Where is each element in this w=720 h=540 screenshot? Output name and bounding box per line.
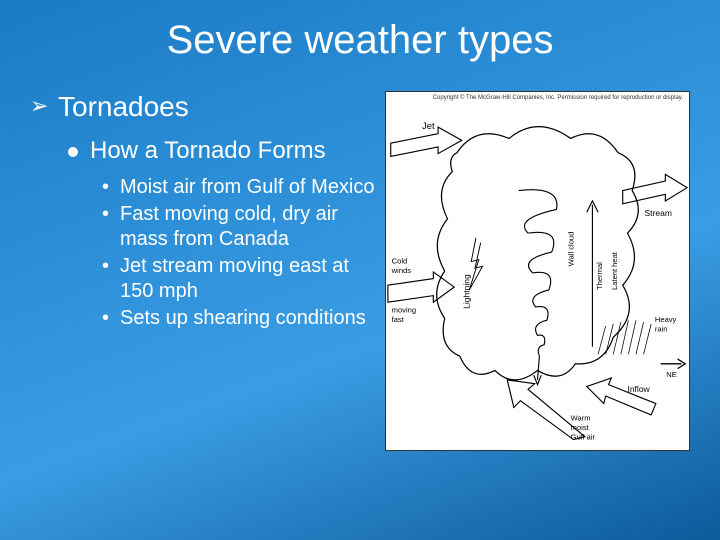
wall-cloud-label: Wall cloud [566, 232, 575, 267]
ne-arrow: NE [661, 359, 686, 379]
diagram-copyright: Copyright © The McGraw-Hill Companies, I… [433, 95, 683, 101]
ne-label: NE [666, 370, 677, 379]
bullet-item: Fast moving cold, dry air mass from Cana… [102, 202, 375, 252]
heavy-rain-label-1: Heavy [655, 315, 677, 324]
tornado-spiral [519, 190, 557, 385]
cold-winds-label-3: moving [392, 306, 416, 315]
thermal-arrow: Thermal [587, 201, 604, 347]
cold-winds-label-1: Cold [392, 256, 408, 265]
text-column: Tornadoes How a Tornado Forms Moist air … [30, 91, 375, 451]
slide-container: Severe weather types Tornadoes How a Tor… [0, 0, 720, 540]
warm-label-2: moist [571, 423, 590, 432]
slide-title: Severe weather types [30, 18, 690, 63]
lightning-label: Lightning [461, 274, 471, 309]
stream-label: Stream [644, 208, 671, 218]
warm-air-arrow: Warm moist Gulf air [507, 380, 595, 442]
inflow-arrow: Inflow [587, 378, 656, 415]
cold-winds-label-2: winds [391, 266, 412, 275]
bullet-item: Jet stream moving east at 150 mph [102, 254, 375, 304]
heading-level-1: Tornadoes [30, 91, 375, 123]
heavy-rain-label-2: rain [655, 325, 668, 334]
inflow-label: Inflow [627, 384, 650, 394]
cold-winds-arrow: Cold winds moving fast [388, 256, 454, 324]
heading-level-2: How a Tornado Forms [68, 137, 375, 165]
lightning-icon [469, 238, 482, 290]
warm-label-3: Gulf air [571, 433, 596, 442]
jet-label: Jet [422, 121, 435, 132]
warm-label-1: Warm [571, 414, 591, 423]
cold-winds-label-4: fast [392, 315, 405, 324]
jet-arrow: Jet [391, 121, 462, 156]
thermal-label: Thermal [595, 262, 604, 290]
bullet-list: Moist air from Gulf of Mexico Fast movin… [102, 175, 375, 331]
heavy-rain: Heavy rain [598, 315, 676, 354]
latent-heat-label: Latent heat [610, 251, 619, 290]
stream-arrow: Stream [623, 174, 687, 218]
tornado-diagram: Copyright © The McGraw-Hill Companies, I… [385, 91, 690, 451]
bullet-item: Moist air from Gulf of Mexico [102, 175, 375, 200]
cloud-outline [437, 127, 639, 380]
bullet-item: Sets up shearing conditions [102, 306, 375, 331]
diagram-svg: Jet Stream Cold winds moving fast [386, 92, 689, 450]
content-row: Tornadoes How a Tornado Forms Moist air … [30, 91, 690, 451]
